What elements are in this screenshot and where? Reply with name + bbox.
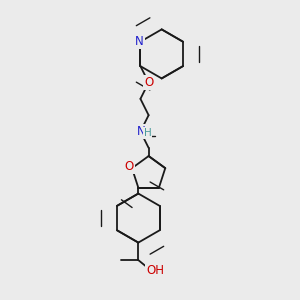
Text: O: O <box>124 160 134 173</box>
Text: O: O <box>144 76 153 89</box>
Text: OH: OH <box>146 264 164 277</box>
Text: N: N <box>135 35 144 48</box>
Text: H: H <box>144 128 151 138</box>
Text: N: N <box>136 125 145 138</box>
